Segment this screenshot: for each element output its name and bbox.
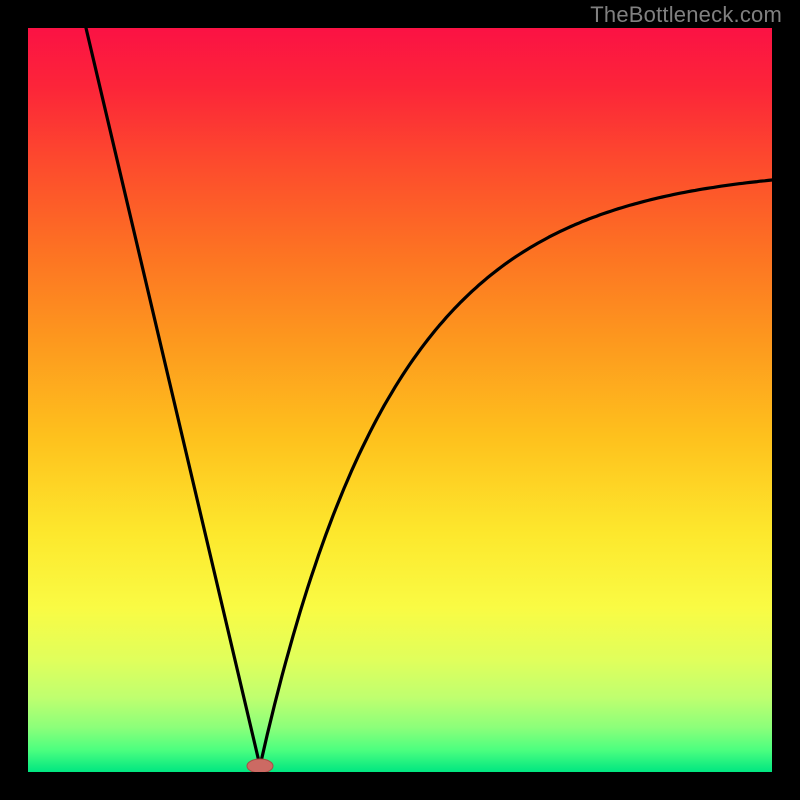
watermark-text: TheBottleneck.com (590, 2, 782, 28)
minimum-marker (247, 759, 273, 772)
plot-svg (28, 28, 772, 772)
plot-area (28, 28, 772, 772)
gradient-background (28, 28, 772, 772)
